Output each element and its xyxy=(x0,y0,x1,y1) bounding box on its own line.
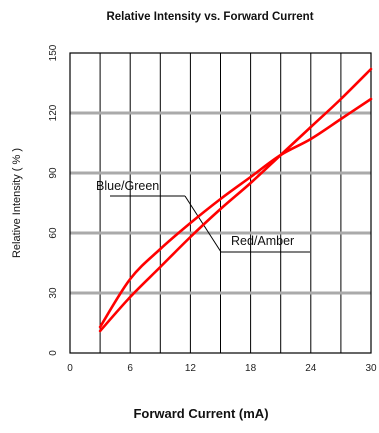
y-tick-label: 120 xyxy=(48,104,59,121)
x-tick-label: 30 xyxy=(365,363,377,374)
series-lines xyxy=(98,67,373,333)
y-tick-label: 60 xyxy=(48,227,59,239)
x-tick-label: 24 xyxy=(305,363,317,374)
series-line-blue-green xyxy=(98,97,373,329)
grid xyxy=(70,53,371,353)
plot-frame xyxy=(69,52,372,354)
x-axis-label: Forward Current (mA) xyxy=(133,406,268,421)
annotation-red-amber: Red/Amber xyxy=(231,234,294,248)
series-line-red-amber xyxy=(98,67,373,333)
x-tick-label: 6 xyxy=(127,363,133,374)
x-tick-label: 0 xyxy=(67,363,73,374)
x-axis: 0 6 12 18 24 30 xyxy=(67,363,377,374)
y-tick-label: 30 xyxy=(48,287,59,299)
y-tick-label: 150 xyxy=(48,44,59,61)
y-tick-label: 0 xyxy=(48,350,59,356)
annotation-blue-green: Blue/Green xyxy=(96,179,159,193)
x-tick-label: 18 xyxy=(245,363,257,374)
x-tick-label: 12 xyxy=(185,363,197,374)
chart-title: Relative Intensity vs. Forward Current xyxy=(106,11,313,23)
y-tick-label: 90 xyxy=(48,167,59,179)
y-axis-label: Relative Intensity ( % ) xyxy=(11,148,23,258)
y-axis: 0 30 60 90 120 150 xyxy=(48,44,59,356)
